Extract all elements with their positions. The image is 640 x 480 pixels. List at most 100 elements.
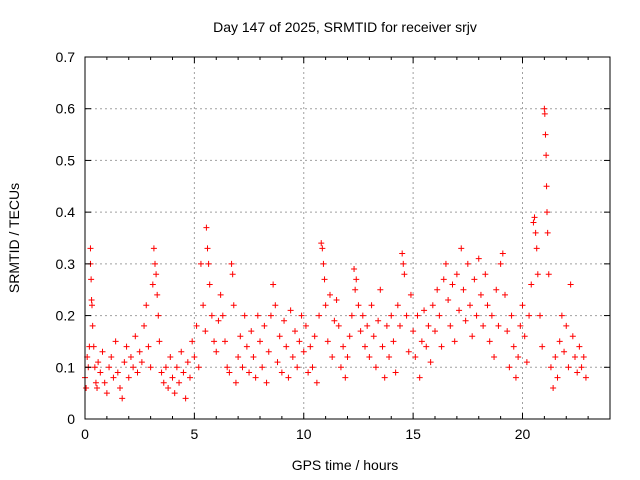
data-point xyxy=(353,276,360,283)
data-point xyxy=(316,312,323,319)
data-point xyxy=(257,338,263,345)
data-point xyxy=(545,271,552,278)
data-point xyxy=(211,338,218,345)
data-point xyxy=(91,364,98,371)
data-point xyxy=(386,353,393,360)
data-point xyxy=(523,359,530,366)
data-point xyxy=(497,260,504,267)
data-point xyxy=(574,369,581,376)
data-point xyxy=(381,374,388,381)
data-point xyxy=(392,369,399,376)
data-point xyxy=(224,364,231,371)
data-point xyxy=(449,281,456,288)
data-point xyxy=(246,369,253,376)
data-point xyxy=(471,276,478,283)
data-point xyxy=(237,333,244,340)
data-point xyxy=(112,338,119,345)
data-point xyxy=(254,312,261,319)
data-point xyxy=(531,214,538,221)
y-tick-label: 0.4 xyxy=(56,204,76,220)
data-point xyxy=(287,307,294,314)
data-point xyxy=(267,312,274,319)
y-axis-label: SRMTID / TECUs xyxy=(6,183,22,293)
data-point xyxy=(278,369,285,376)
data-point xyxy=(149,281,156,288)
data-point xyxy=(208,312,215,319)
data-point xyxy=(88,276,95,283)
data-point xyxy=(543,152,550,159)
data-point xyxy=(83,384,90,391)
data-point xyxy=(442,260,449,267)
data-point xyxy=(488,312,495,319)
data-point xyxy=(252,374,259,381)
data-point xyxy=(206,281,213,288)
data-point xyxy=(320,260,327,267)
data-point xyxy=(232,379,239,386)
chart-title: Day 147 of 2025, SRMTID for receiver srj… xyxy=(213,19,477,35)
data-point xyxy=(90,343,97,350)
data-point xyxy=(550,384,557,391)
data-point xyxy=(89,302,95,309)
data-point xyxy=(434,286,441,293)
data-point xyxy=(348,312,355,319)
data-point xyxy=(403,312,410,319)
data-point xyxy=(561,348,568,355)
data-point xyxy=(460,286,467,293)
data-point xyxy=(213,348,220,355)
data-point xyxy=(205,260,212,267)
data-point xyxy=(127,353,134,360)
data-point xyxy=(203,224,210,231)
data-point xyxy=(423,343,430,350)
data-point xyxy=(219,312,226,319)
data-point xyxy=(541,110,548,117)
data-point xyxy=(532,229,539,236)
x-axis-ticks: 0 5 10 15 20 xyxy=(81,57,589,442)
data-point xyxy=(440,276,447,283)
data-point xyxy=(502,291,508,298)
data-point xyxy=(364,322,371,329)
data-point xyxy=(110,374,117,381)
y-axis-ticks: 0 0.1 0.2 0.3 0.4 0.5 0.6 0.7 xyxy=(56,49,610,427)
data-point xyxy=(322,302,329,309)
data-point xyxy=(337,364,344,371)
data-point xyxy=(526,312,533,319)
data-point xyxy=(88,297,95,304)
data-point xyxy=(154,291,161,298)
data-point xyxy=(171,390,178,397)
data-point xyxy=(464,260,471,267)
data-point xyxy=(319,245,326,252)
data-point xyxy=(569,333,576,340)
data-point xyxy=(87,245,94,252)
data-point xyxy=(294,364,301,371)
x-tick-label: 10 xyxy=(296,426,312,442)
data-point xyxy=(537,312,543,319)
data-point xyxy=(539,343,546,350)
data-point xyxy=(340,343,347,350)
data-point xyxy=(281,317,288,324)
data-point xyxy=(547,364,554,371)
y-tick-label: 0.2 xyxy=(56,308,76,324)
data-point xyxy=(289,353,296,360)
data-point xyxy=(202,328,209,335)
data-point xyxy=(99,348,106,355)
data-point xyxy=(541,105,548,112)
data-point xyxy=(427,359,434,366)
data-point xyxy=(239,364,246,371)
data-point xyxy=(263,379,270,386)
data-point xyxy=(101,379,108,386)
data-point xyxy=(173,364,180,371)
data-point xyxy=(438,343,445,350)
data-point xyxy=(152,260,158,267)
data-point xyxy=(491,353,498,360)
data-point xyxy=(329,353,336,360)
data-point xyxy=(451,338,458,345)
x-axis-label: GPS time / hours xyxy=(292,457,399,473)
data-point xyxy=(352,286,359,293)
y-tick-label: 0.6 xyxy=(56,101,76,117)
data-point xyxy=(189,338,196,345)
data-point xyxy=(333,297,340,304)
data-point xyxy=(372,364,379,371)
data-point xyxy=(506,364,513,371)
data-point xyxy=(191,353,198,360)
